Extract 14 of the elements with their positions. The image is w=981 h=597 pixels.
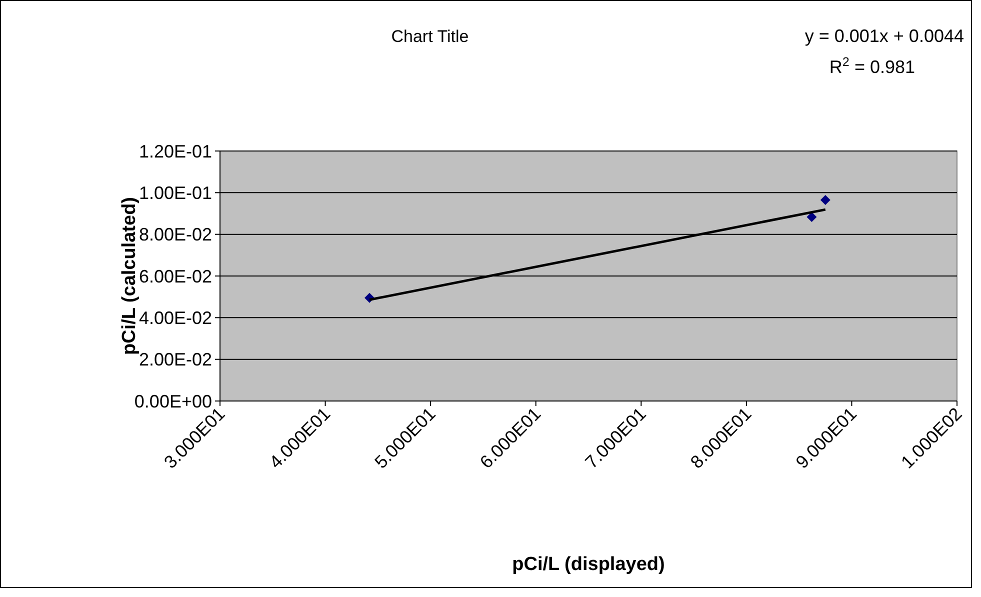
y-tick-label: 1.00E-01 <box>138 182 212 203</box>
point <box>820 194 830 205</box>
y-tick-label: 4.00E-02 <box>138 308 212 328</box>
chart-title: Chart Title <box>391 27 469 46</box>
y-axis-title: pCi/L (calculated) <box>119 196 140 356</box>
y-tick-label: 2.00E-02 <box>138 350 212 370</box>
point <box>806 212 817 222</box>
text: R$^{2}$ = 0.981 <box>829 55 915 77</box>
y-tick-label: 6.00E-02 <box>138 266 212 286</box>
y-tick-label: 8.00E-02 <box>138 224 212 245</box>
text: y = 0.001x + 0.0044 <box>804 26 964 46</box>
x-axis-title: pCi/L (displayed) <box>512 554 665 575</box>
y-tick-label: 1.20E-01 <box>138 141 212 162</box>
y-tick-label: 0.00E+00 <box>134 391 212 412</box>
